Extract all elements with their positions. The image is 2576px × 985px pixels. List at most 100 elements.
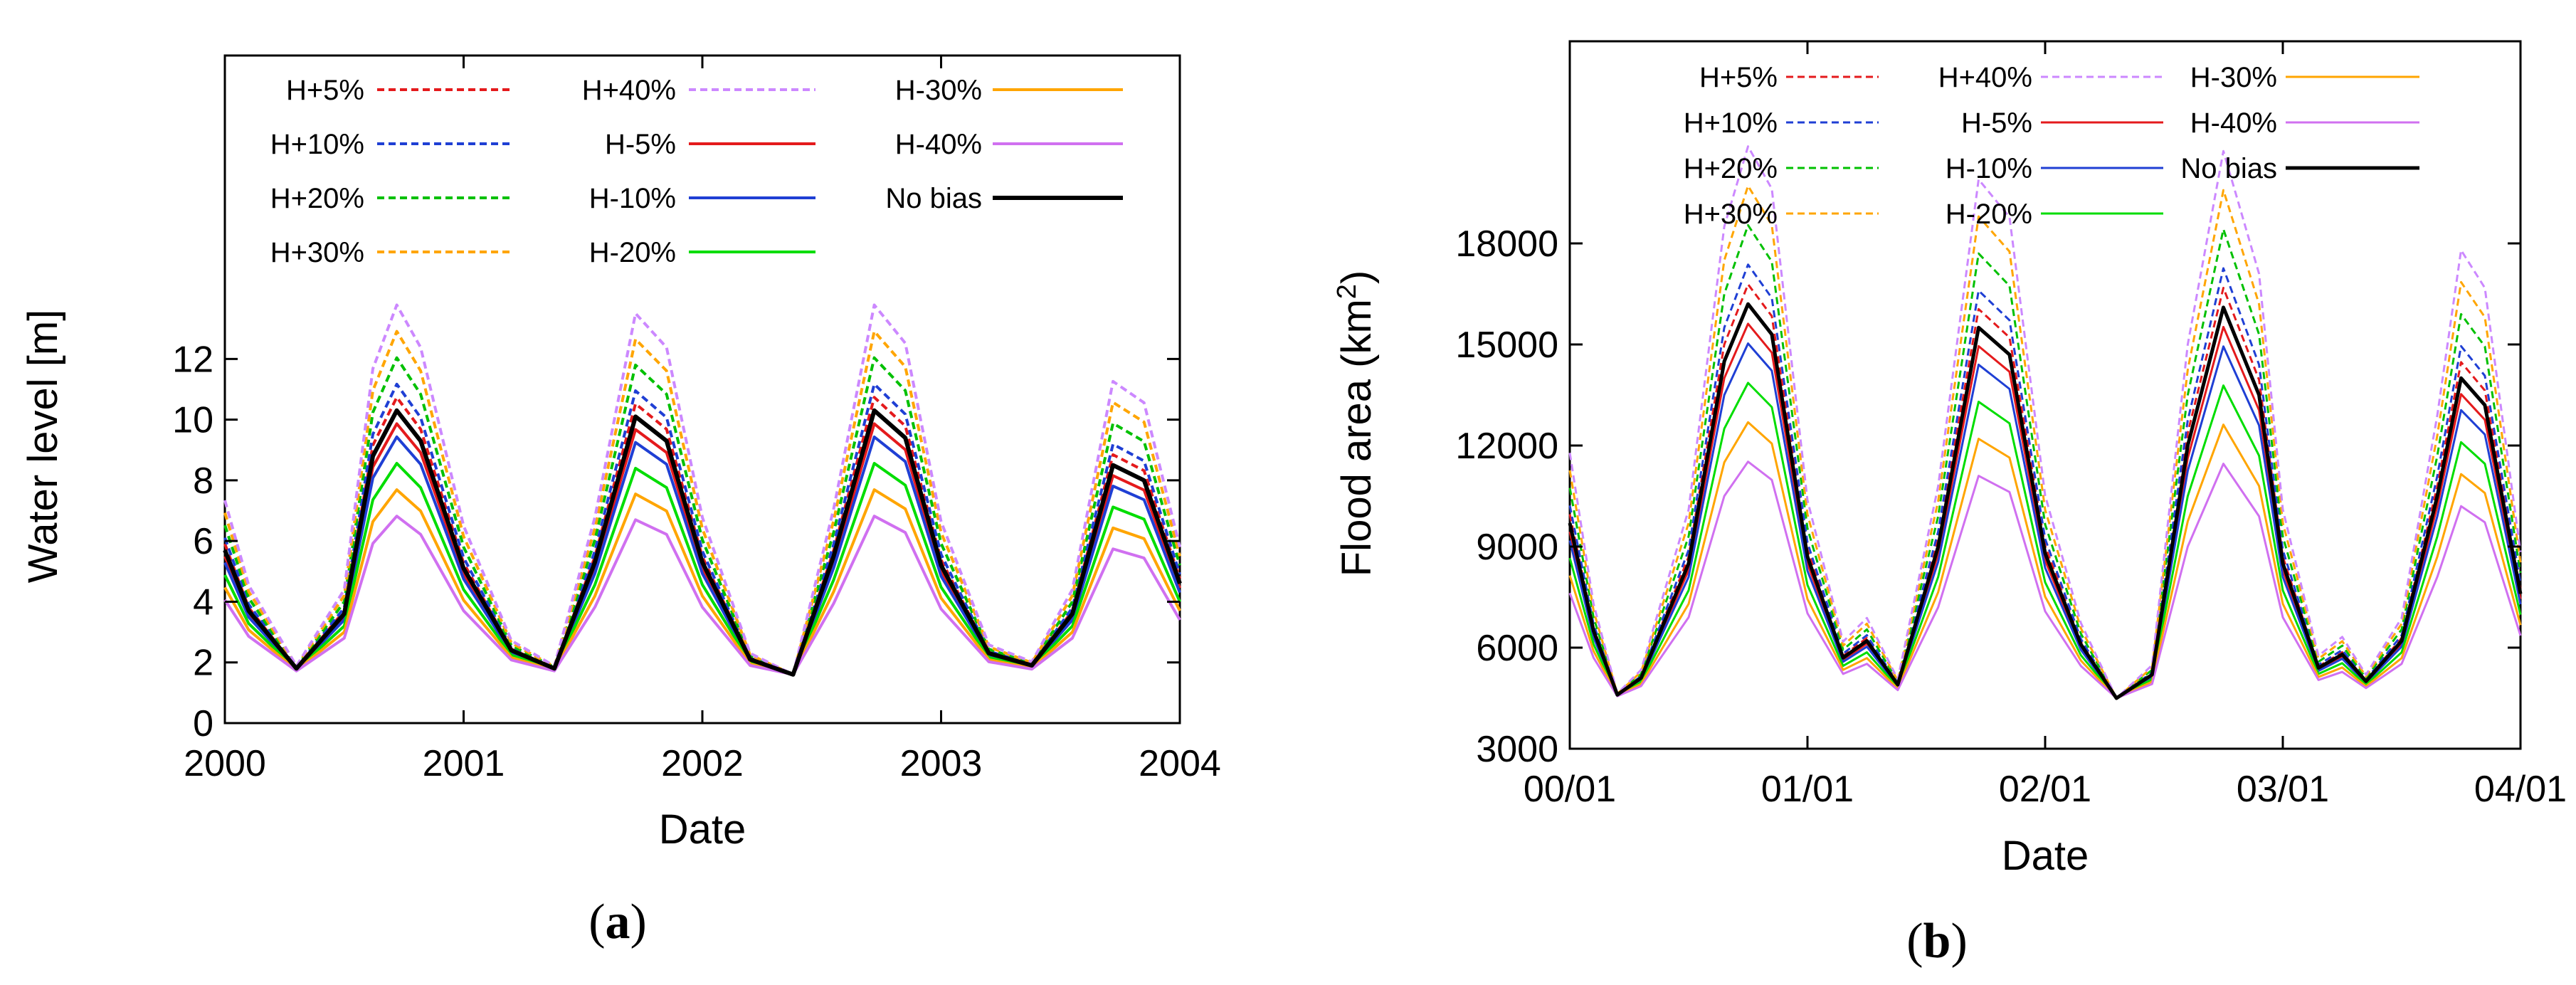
legend-label: H+20% [1684, 153, 1778, 184]
series-line-h-40- [1568, 145, 2522, 700]
legend-label: H-20% [589, 237, 676, 268]
legend-entry: H-20% [1946, 199, 2163, 230]
chart-b: 3000 6000 9000 12000 15000 18000 00/01 01/01 02/… [1332, 40, 2567, 969]
legend-entry: H+30% [270, 237, 514, 268]
legend-label: H-20% [1946, 199, 2032, 230]
legend-entry: H-40% [895, 129, 1123, 160]
legend-entry: H+20% [1684, 153, 1879, 184]
y-tick-label: 0 [193, 703, 213, 744]
panel-label: (a) [588, 895, 647, 949]
x-tick-label: 2002 [661, 743, 744, 784]
legend-entry: H+30% [1684, 199, 1879, 230]
legend-entry: H-40% [2190, 107, 2419, 139]
legend-label: H+10% [1684, 107, 1778, 139]
series-line-h-20- [1568, 381, 2522, 700]
legend-entry: H-5% [605, 129, 815, 160]
legend-label: H+20% [270, 183, 364, 214]
legend-label: H-30% [895, 75, 982, 106]
legend-label: H+40% [582, 75, 676, 106]
series-lines [223, 303, 1182, 677]
y-tick-label: 15000 [1455, 325, 1558, 366]
y-tick-label: 2 [193, 643, 213, 684]
plot-frame [1568, 40, 2522, 750]
y-tick-label: 4 [193, 581, 213, 623]
panel-label-close: ) [630, 895, 647, 949]
legend-entry: H+40% [1938, 62, 2163, 93]
legend-label: H-10% [1946, 153, 2032, 184]
y-axis-label-end: ) [1334, 270, 1380, 284]
y-axis-label: Flood area (km2) [1332, 270, 1380, 577]
y-tick-label: 12000 [1455, 426, 1558, 467]
y-axis-label-superscript: 2 [1332, 284, 1362, 299]
legend-entry: H+20% [270, 183, 514, 214]
panel-label-open: ( [588, 895, 605, 949]
legend-entry: H-10% [589, 183, 815, 214]
y-tick-label: 3000 [1476, 729, 1558, 770]
y-tick-label: 8 [193, 460, 213, 502]
y-tick-label: 6000 [1476, 628, 1558, 669]
legend-entry: H-20% [589, 237, 815, 268]
x-tick-label: 2003 [900, 743, 983, 784]
legend-label: H+5% [1699, 62, 1778, 93]
legend-label: H+30% [1684, 199, 1778, 230]
y-tick-label: 18000 [1455, 223, 1558, 265]
y-tick-label: 12 [172, 339, 213, 380]
legend-entry: No bias [2180, 153, 2419, 184]
x-axis-label: Date [659, 806, 746, 853]
y-axis-label-text: Water level [m] [20, 310, 66, 584]
x-tick-label: 01/01 [1761, 769, 1854, 810]
series-line-h-40- [223, 515, 1181, 676]
legend-entry: H-30% [895, 75, 1123, 106]
panel-label: (b) [1906, 914, 1968, 969]
legend: H+5% H+10% H+20% H+30% H+40% H-5% H-10% H-20% H-… [1684, 62, 2419, 230]
legend-label: H-30% [2190, 62, 2277, 93]
plot-frame [223, 54, 1181, 725]
legend-label: H-5% [605, 129, 676, 160]
series-line-h-30- [1568, 421, 2522, 700]
y-tick-label: 10 [172, 400, 213, 441]
y-tick-label: 9000 [1476, 527, 1558, 568]
panel-label-close: ) [1951, 914, 1967, 969]
legend-entry: H-10% [1946, 153, 2163, 184]
legend-entry: No bias [885, 183, 1123, 214]
series-line-h-40- [1568, 460, 2522, 700]
x-axis-label: Date [2002, 833, 2089, 879]
legend-label: H+10% [270, 129, 364, 160]
x-tick-label: 02/01 [1999, 769, 2091, 810]
legend-entry: H+5% [1699, 62, 1879, 93]
legend-label: H-40% [895, 129, 982, 160]
series-line-no-bias [223, 408, 1182, 677]
legend-entry: H+5% [286, 75, 514, 106]
legend-entry: H+10% [1684, 107, 1879, 139]
legend-label: No bias [885, 183, 982, 214]
legend-label: H+5% [286, 75, 364, 106]
legend-label: H-10% [589, 183, 676, 214]
legend-label: H-5% [1961, 107, 2032, 139]
series-line-h-30- [1568, 184, 2522, 700]
series-lines [1568, 145, 2523, 700]
x-tick-label: 00/01 [1524, 769, 1616, 810]
x-tick-label: 2004 [1139, 743, 1221, 784]
legend-entry: H-30% [2190, 62, 2419, 93]
series-line-h-20- [1568, 223, 2522, 700]
x-tick-label: 2001 [423, 743, 505, 784]
legend-entry: H+40% [582, 75, 815, 106]
legend-label: H+40% [1938, 62, 2032, 93]
legend: H+5% H+10% H+20% H+30% H+40% H-5% H-10% H-20% H-… [270, 75, 1123, 268]
legend-label: H-40% [2190, 107, 2277, 139]
legend-entry: H+10% [270, 129, 514, 160]
chart-a: 0 2 4 6 8 10 12 2000 2001 2002 2003 2004 Date Water l… [20, 54, 1221, 949]
x-tick-label: 04/01 [2474, 769, 2567, 810]
y-axis-label: Water level [m] [20, 310, 66, 584]
x-tick-label: 2000 [184, 743, 266, 784]
y-tick-label: 6 [193, 521, 213, 562]
series-line-no-bias [1568, 302, 2523, 700]
x-tick-label: 03/01 [2237, 769, 2329, 810]
panel-label-open: ( [1906, 914, 1923, 969]
y-axis-label-text: Flood area (km [1334, 299, 1380, 576]
panel-label-letter: a [606, 895, 630, 949]
series-line-h-40- [223, 303, 1181, 676]
legend-label: No bias [2180, 153, 2277, 184]
panel-label-letter: b [1923, 914, 1951, 969]
